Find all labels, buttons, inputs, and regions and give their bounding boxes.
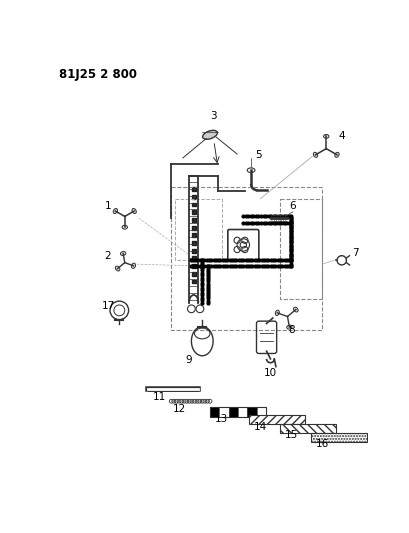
Ellipse shape	[120, 252, 126, 255]
Ellipse shape	[131, 263, 135, 269]
Text: 1: 1	[104, 201, 111, 211]
Ellipse shape	[122, 225, 128, 229]
Bar	[249, 415, 305, 424]
Bar	[280, 199, 322, 299]
Ellipse shape	[287, 325, 292, 329]
Text: 7: 7	[353, 248, 359, 259]
Ellipse shape	[313, 152, 318, 157]
Ellipse shape	[202, 131, 218, 139]
Bar	[219, 407, 229, 417]
Text: 13: 13	[215, 414, 228, 424]
Text: 17: 17	[102, 301, 115, 311]
Ellipse shape	[115, 266, 120, 271]
Text: 16: 16	[316, 439, 329, 449]
Ellipse shape	[275, 310, 279, 316]
Text: 5: 5	[256, 150, 262, 160]
Ellipse shape	[335, 152, 339, 157]
Ellipse shape	[113, 208, 117, 214]
Bar	[229, 407, 238, 417]
Text: 14: 14	[254, 422, 267, 432]
Text: 15: 15	[285, 430, 298, 440]
Bar	[210, 407, 266, 417]
Bar	[311, 433, 366, 442]
Ellipse shape	[294, 307, 298, 312]
Bar	[238, 407, 247, 417]
Text: 6: 6	[290, 201, 296, 211]
Bar	[247, 407, 256, 417]
Text: 4: 4	[338, 132, 345, 141]
Ellipse shape	[132, 208, 136, 214]
Text: 11: 11	[153, 392, 166, 402]
Text: 9: 9	[185, 355, 191, 365]
Bar	[280, 424, 335, 433]
Bar	[171, 187, 322, 329]
Text: 12: 12	[172, 404, 186, 414]
Bar	[175, 199, 222, 260]
Bar	[210, 407, 219, 417]
Text: 3: 3	[211, 111, 217, 122]
Bar	[256, 407, 266, 417]
Text: 81J25 2 800: 81J25 2 800	[59, 68, 137, 81]
Text: 2: 2	[104, 251, 111, 261]
Ellipse shape	[324, 134, 329, 138]
Text: 8: 8	[288, 326, 295, 335]
Text: 10: 10	[264, 368, 277, 378]
